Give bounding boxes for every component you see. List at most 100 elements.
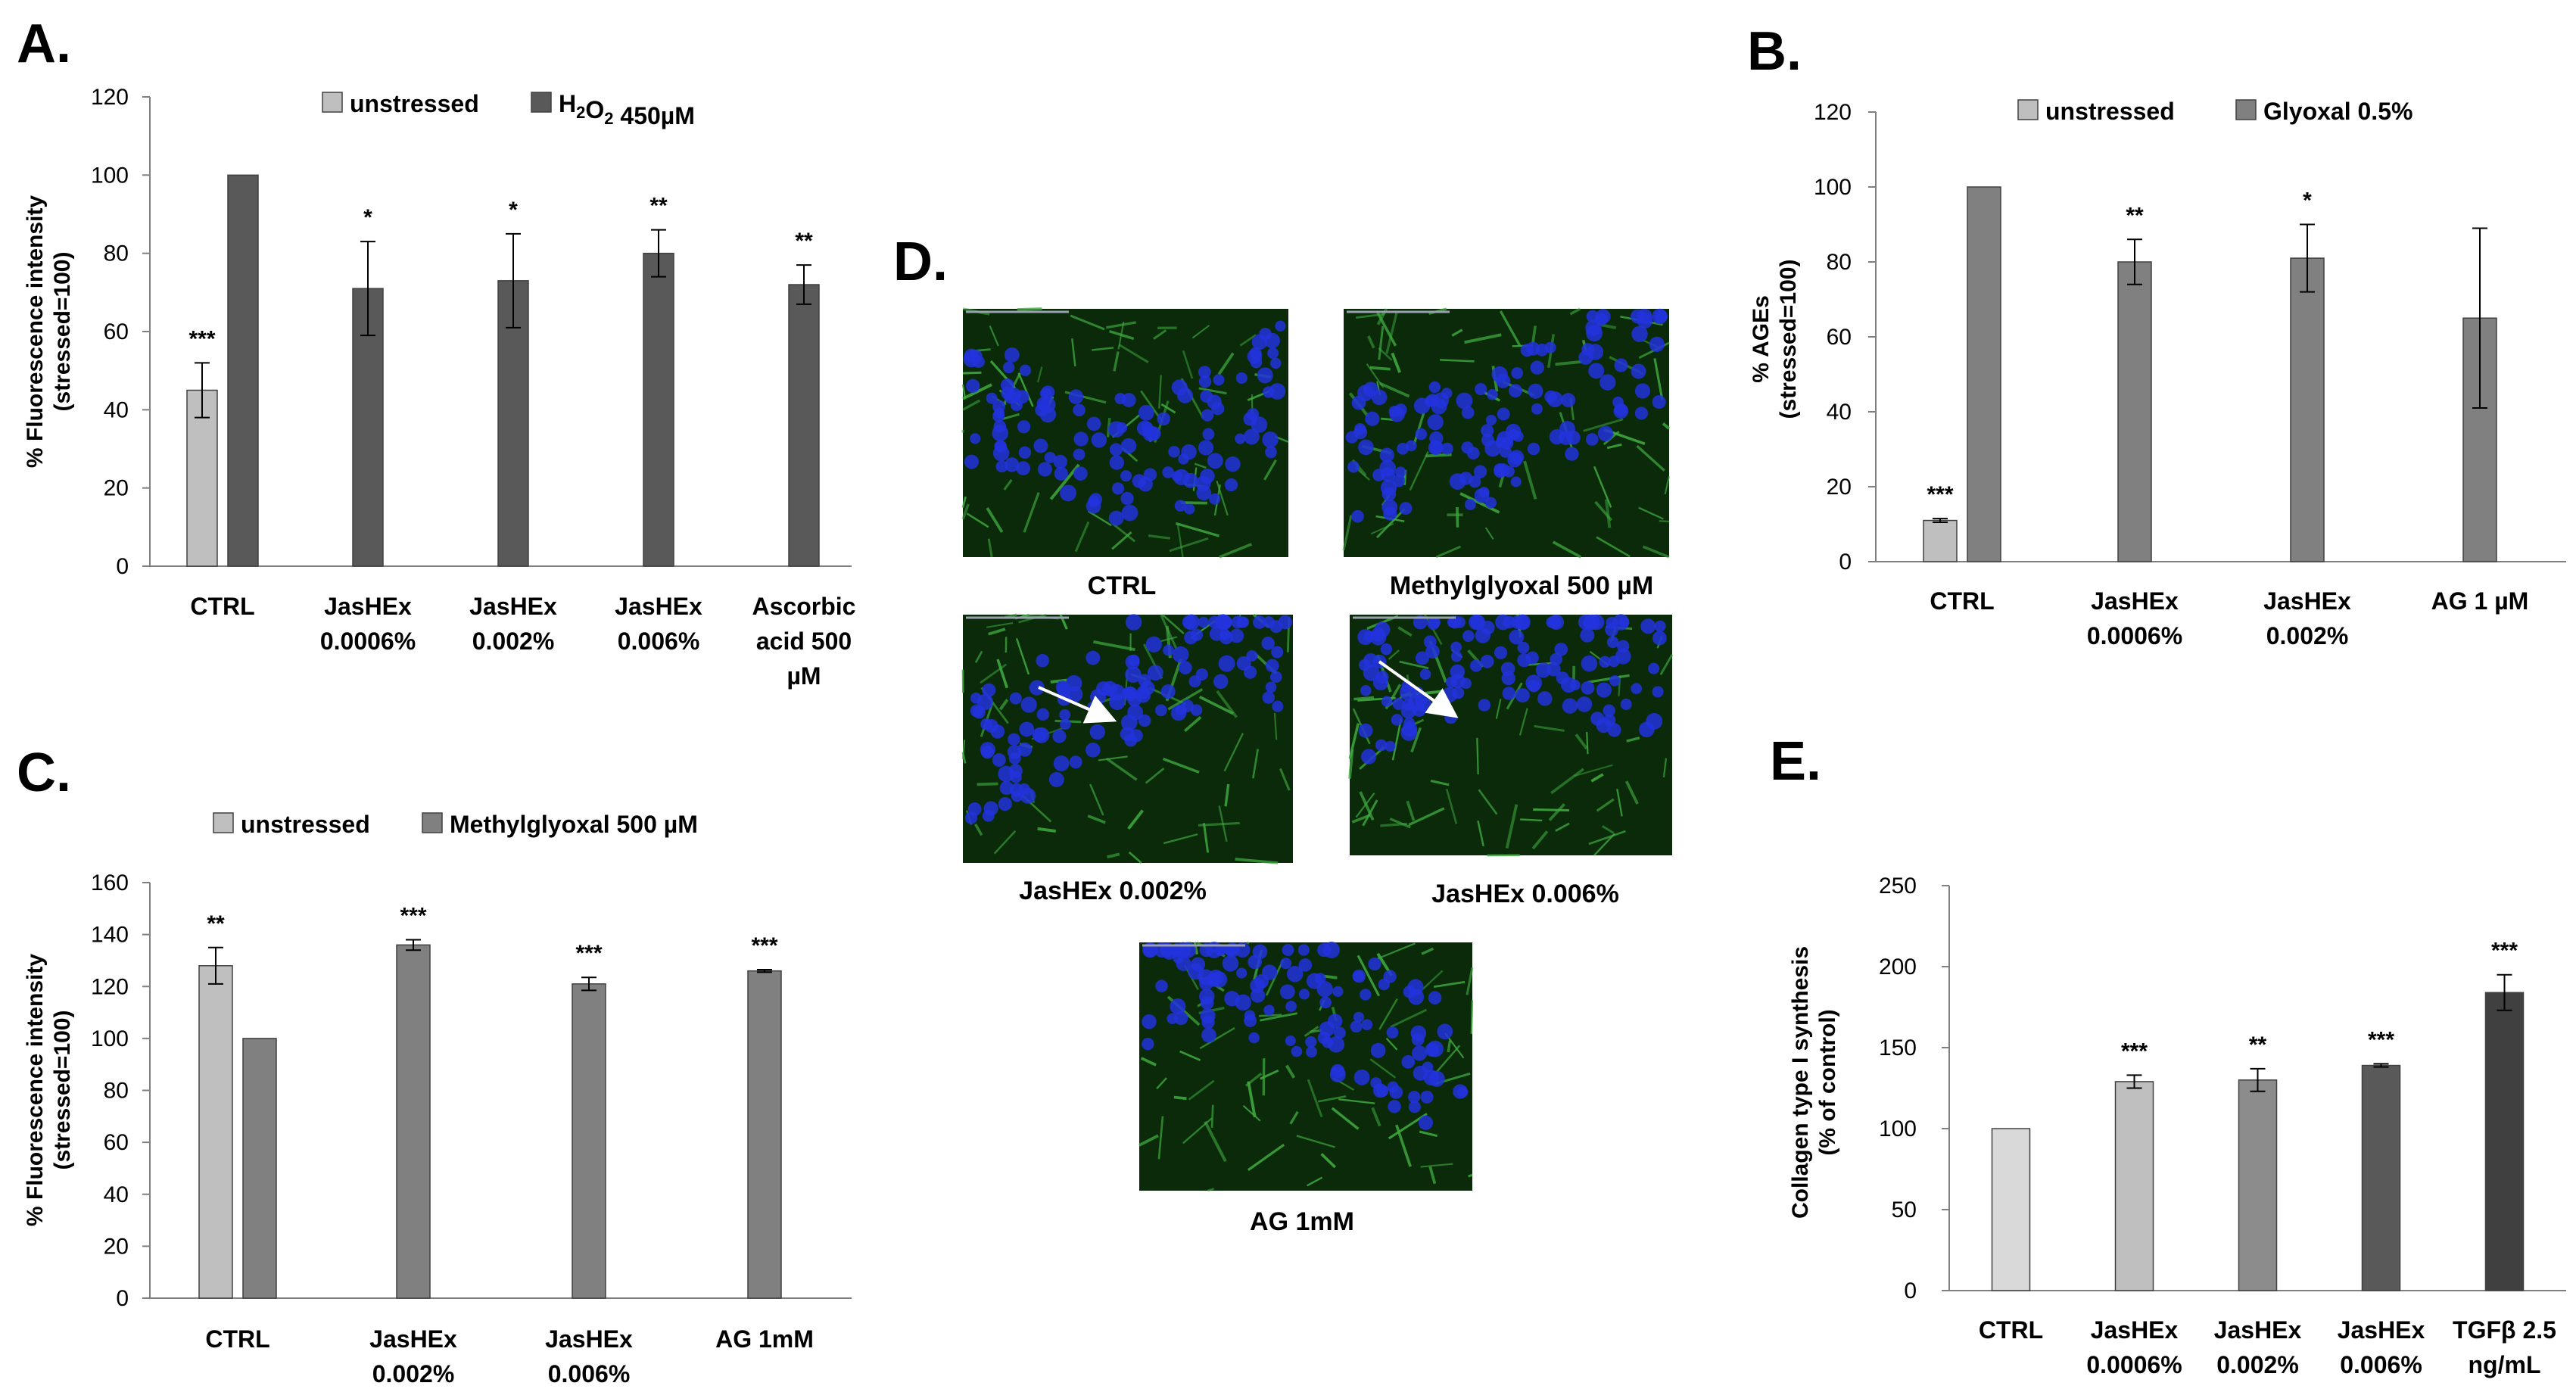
nucleus-mark [993,407,1005,419]
fiber-mark [1140,1057,1157,1067]
fiber-mark [1377,942,1416,960]
fiber-mark [1070,314,1105,331]
x-tick-label: CTRL [190,593,254,620]
nucleus-mark [1167,1013,1178,1024]
nucleus-mark [1120,470,1132,482]
nucleus-mark [1515,614,1531,631]
y-tick-label: 80 [104,241,129,266]
fiber-mark [1459,492,1500,514]
fiber-mark [1410,727,1422,753]
significance-label: ** [207,911,225,936]
nucleus-mark [1209,493,1221,505]
x-tick-label: JasHEx [369,1325,457,1353]
nucleus-mark [1590,712,1605,726]
nucleus-mark [1469,659,1483,672]
fiber-mark [1175,522,1219,537]
nucleus-mark [1269,383,1286,400]
nucleus-mark [1381,487,1397,502]
nucleus-mark [1491,366,1508,383]
nucleus-mark [1584,614,1600,631]
significance-label: *** [575,941,602,966]
nucleus-mark [1544,390,1558,403]
panel-letter-e: E. [1770,731,1821,792]
micrograph-caption: CTRL [1088,571,1157,600]
fiber-mark [1074,521,1090,553]
fiber-mark [1389,818,1411,829]
nucleus-mark [1372,675,1389,691]
nucleus-mark [1360,685,1372,696]
nucleus-mark [1631,683,1643,694]
nucleus-mark [1408,989,1425,1005]
nucleus-mark [1494,646,1508,659]
nucleus-mark [1053,454,1067,469]
nucleus-mark [1580,628,1595,643]
nucleus-mark [1631,363,1646,379]
nucleus-mark [1108,510,1124,526]
y-tick-label: 120 [91,85,129,110]
nucleus-mark [1509,629,1525,645]
nucleus-mark [1073,448,1086,461]
nucleus-mark [1484,497,1497,509]
legend-swatch [213,812,234,833]
y-axis-title: % Fluorescence intensity (stressed=100) [23,195,75,468]
nucleus-mark [1478,699,1491,712]
fiber-mark [1348,749,1354,779]
fiber-mark [1419,1130,1438,1138]
nucleus-mark [1353,1069,1370,1085]
nucleus-mark [1254,973,1269,989]
fiber-mark [1217,352,1235,375]
nucleus-mark [1420,1090,1434,1104]
y-tick-label: 40 [104,1182,129,1207]
nucleus-mark [1448,615,1462,629]
nucleus-mark [1236,656,1251,671]
fiber-mark [1523,460,1537,500]
y-tick-label: 50 [1892,1197,1917,1222]
fiber-mark [974,650,983,663]
significance-label: ** [649,194,668,219]
nucleus-mark [1425,394,1440,407]
fiber-mark [1456,506,1459,528]
micrograph-tile [1138,941,1474,1192]
fiber-mark [1202,823,1210,853]
nucleus-mark [1370,1042,1386,1058]
nucleus-mark [1265,446,1277,459]
fiber-mark [1207,1188,1215,1192]
nucleus-mark [1010,771,1022,783]
nucleus-mark [1530,360,1544,375]
fiber-mark [1239,334,1257,347]
nucleus-mark [1631,325,1648,342]
nucleus-mark [1614,358,1628,372]
nucleus-mark [1466,447,1480,460]
nucleus-mark [1473,465,1487,478]
x-tick-label: JasHEx [2214,1316,2302,1344]
fiber-mark [1176,525,1184,558]
fiber-mark [961,496,967,508]
x-tick-label: 0.006% [548,1360,631,1387]
fiber-mark [1247,1081,1257,1118]
nucleus-mark [998,797,1012,811]
fiber-mark [1596,536,1631,558]
nucleus-mark [1588,363,1605,379]
nucleus-mark [1198,375,1212,388]
y-tick-label: 250 [1879,874,1917,898]
nucleus-mark [1257,367,1273,384]
nucleus-mark [1200,469,1215,484]
nucleus-mark [1646,712,1663,730]
nucleus-mark [1181,699,1194,712]
nucleus-mark [1243,428,1260,445]
nucleus-mark [1511,367,1524,379]
x-tick-label: Ascorbic [752,593,856,620]
nucleus-mark [972,355,985,368]
x-tick-label: ng/mL [2469,1351,2541,1378]
nucleus-mark [1595,309,1611,324]
fiber-mark [1550,768,1584,795]
nucleus-mark [1253,615,1266,629]
nucleus-mark [1109,455,1124,470]
nucleus-mark [1609,674,1621,687]
significance-label: * [363,205,372,230]
nucleus-mark [1334,1026,1346,1039]
y-tick-label: 40 [104,397,129,422]
fiber-mark [1385,311,1398,354]
nucleus-mark [1053,755,1070,771]
nucleus-mark [1201,1015,1215,1029]
